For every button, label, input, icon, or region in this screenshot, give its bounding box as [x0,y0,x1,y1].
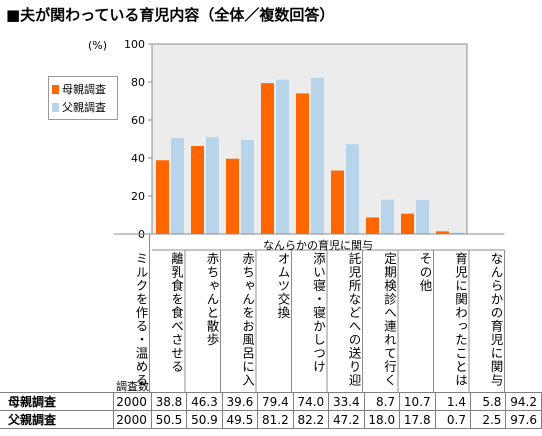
bar-mother [366,217,379,234]
data-label: 39.6 [221,392,259,411]
bar-father [311,77,324,234]
data-label: 38.8 [150,392,188,411]
group-label: なんらかの育児に関与 [263,239,373,252]
y-tick-label: 40 [131,152,145,165]
data-label: 46.3 [186,392,223,411]
category-label: なんらかの育児に関与 [488,252,503,387]
data-label: 0.7 [434,410,472,429]
y-tick-label: 80 [131,76,145,89]
bar-mother [401,213,414,234]
page-title: ■夫が関わっている育児内容（全体／複数回答） [6,6,335,24]
bar-father [206,137,219,234]
data-label: 50.9 [186,410,223,429]
data-label: 74.0 [292,392,330,411]
data-label: 2.5 [470,410,507,429]
y-tick-label: 20 [131,190,145,203]
data-label: 47.2 [328,410,365,429]
data-label: 33.4 [328,392,365,411]
category-label: 赤ちゃんをお風呂に入れる [240,252,254,388]
data-label: 10.7 [399,392,436,411]
bar-father [346,144,359,234]
y-tick-label: 100 [124,38,145,51]
category-label: 育児に関わったことはない [453,252,467,388]
y-axis-unit: (%) [88,39,108,52]
bar-father [381,199,394,234]
row-header: 母親調査 [0,392,114,411]
bar-father [416,200,429,234]
bar-mother [226,158,239,234]
data-label: 79.4 [257,392,294,411]
table-row-mother: 母親調査 2000 38.8 46.3 39.6 79.4 74.0 33.4 8.7 10.7 1… [0,392,542,411]
sample-size-cell: 2000 [112,410,152,429]
legend: 母親調査 父親調査 [48,76,118,120]
plot-area [151,43,468,235]
bar-mother [436,231,449,234]
legend-swatch-father [52,102,59,112]
category-label: 添い寝・寝かしつけ [311,252,325,374]
table-row-father: 父親調査 2000 50.5 50.9 49.5 81.2 82.2 47.2 18.0 17.8… [0,410,542,429]
category-label: ミルクを作る・温める・飲ませる [133,252,148,388]
legend-label-father: 父親調査 [62,101,106,114]
bar-father [276,79,289,234]
bar-mother [331,170,344,234]
bar-father [241,139,254,234]
data-label: 50.5 [150,410,188,429]
row-header: 父親調査 [0,410,114,429]
category-label: その他 [417,252,432,293]
category-label: オムツ交換 [275,252,290,320]
data-label: 49.5 [221,410,259,429]
data-label: 97.6 [505,410,542,429]
y-tick-label: 60 [131,114,145,127]
data-label: 81.2 [257,410,294,429]
data-label: 1.4 [434,392,472,411]
legend-item-father: 父親調査 [49,99,115,115]
count-header: 調査数 [116,380,149,393]
bar-mother [191,146,204,234]
category-label: 赤ちゃんと散歩 [204,252,219,347]
sample-size-cell: 2000 [112,392,152,411]
bar-father [171,138,184,234]
bar-mother [296,93,309,235]
bar-mother [156,160,169,234]
data-label: 18.0 [363,410,401,429]
data-label: 5.8 [470,392,507,411]
category-label: 離乳食を食べさせる [169,252,183,374]
legend-item-mother: 母親調査 [49,81,115,97]
bar-mother [261,83,274,234]
data-label: 17.8 [399,410,436,429]
value-table: 母親調査 2000 38.8 46.3 39.6 79.4 74.0 33.4 8.7 10.7 1… [0,392,542,429]
category-label: 定期検診へ連れて行く [382,252,396,387]
legend-label-mother: 母親調査 [62,83,106,96]
bar-father [451,232,464,234]
category-label: 託児所などへの送り迎え [346,252,361,388]
data-label: 8.7 [363,392,401,411]
data-label: 82.2 [292,410,330,429]
legend-swatch-mother [52,84,59,94]
data-label: 94.2 [505,392,542,411]
